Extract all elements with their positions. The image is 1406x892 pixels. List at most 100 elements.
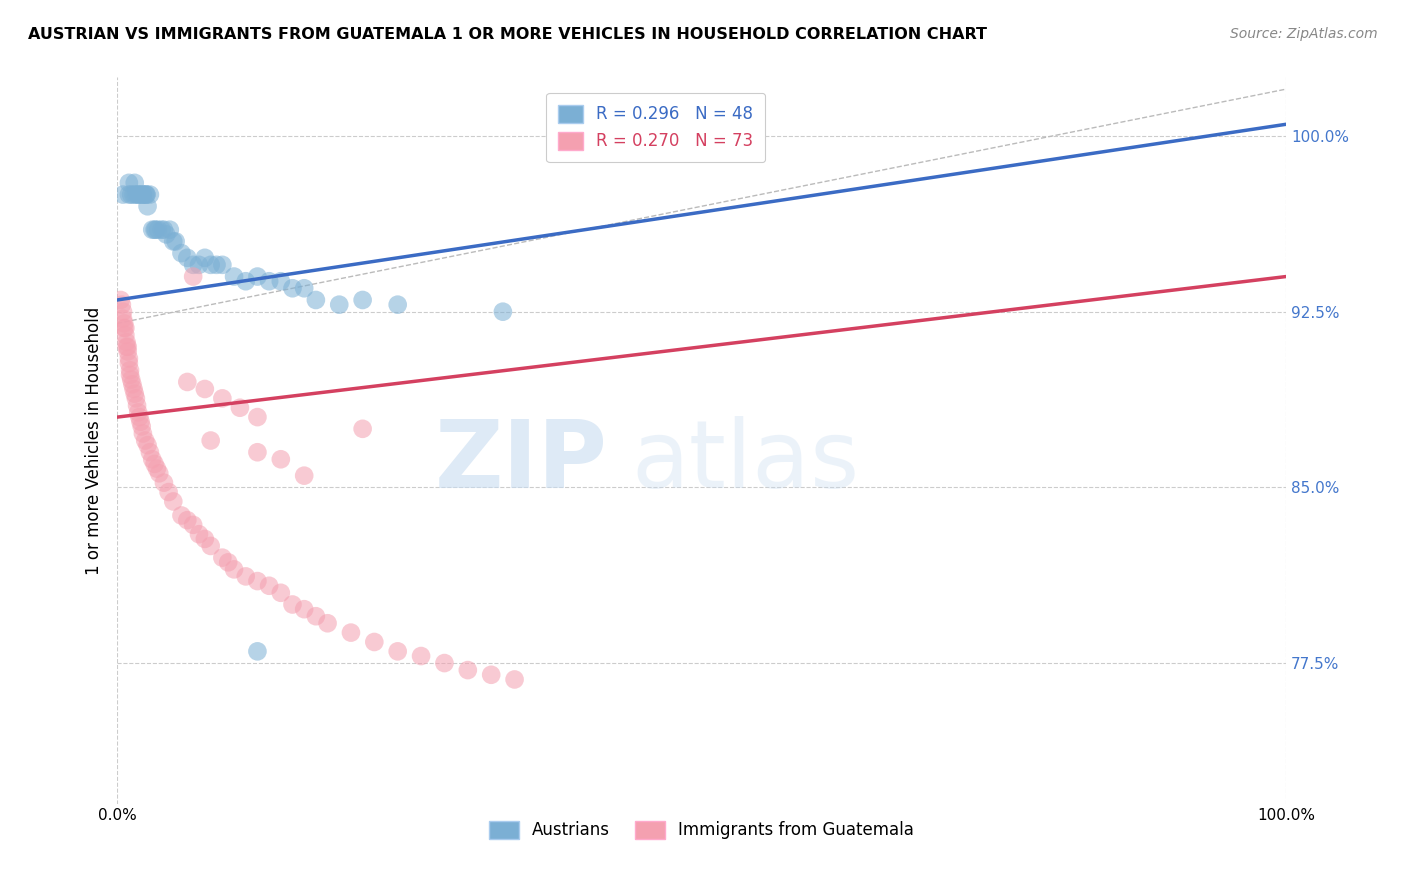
Point xyxy=(194,382,217,396)
Point xyxy=(129,187,152,202)
Point xyxy=(387,644,409,658)
Point xyxy=(176,375,198,389)
Point xyxy=(457,663,479,677)
Point xyxy=(200,434,222,448)
Point xyxy=(122,187,145,202)
Point xyxy=(157,485,180,500)
Point xyxy=(328,298,350,312)
Point xyxy=(148,467,170,481)
Point xyxy=(146,223,169,237)
Point xyxy=(270,452,292,467)
Point xyxy=(127,187,149,202)
Point xyxy=(145,223,167,237)
Point xyxy=(211,392,233,406)
Point xyxy=(281,598,304,612)
Point xyxy=(136,438,159,452)
Point xyxy=(112,304,135,318)
Point xyxy=(124,176,146,190)
Point xyxy=(153,475,176,490)
Point xyxy=(165,235,187,249)
Point xyxy=(281,281,304,295)
Point xyxy=(131,419,153,434)
Point xyxy=(141,452,163,467)
Text: ZIP: ZIP xyxy=(436,417,607,508)
Point xyxy=(292,468,315,483)
Point xyxy=(117,344,139,359)
Point xyxy=(181,269,204,284)
Point xyxy=(115,340,138,354)
Point xyxy=(118,351,141,366)
Point xyxy=(111,298,134,312)
Point xyxy=(176,513,198,527)
Point xyxy=(492,304,515,318)
Point xyxy=(122,382,145,396)
Point xyxy=(155,227,177,242)
Point xyxy=(292,281,315,295)
Point xyxy=(211,258,233,272)
Point xyxy=(229,401,252,415)
Point xyxy=(217,555,239,569)
Point xyxy=(200,258,222,272)
Point xyxy=(143,223,166,237)
Point xyxy=(235,274,257,288)
Point xyxy=(112,187,135,202)
Point xyxy=(120,373,142,387)
Point xyxy=(118,176,141,190)
Point xyxy=(170,246,193,260)
Point xyxy=(363,635,385,649)
Point xyxy=(124,386,146,401)
Legend: R = 0.296   N = 48, R = 0.270   N = 73: R = 0.296 N = 48, R = 0.270 N = 73 xyxy=(547,93,765,162)
Point xyxy=(200,539,222,553)
Point xyxy=(162,235,184,249)
Point xyxy=(387,298,409,312)
Point xyxy=(246,269,269,284)
Point xyxy=(128,410,150,425)
Point xyxy=(235,569,257,583)
Point xyxy=(352,422,374,436)
Text: atlas: atlas xyxy=(631,417,859,508)
Point xyxy=(115,335,138,350)
Point xyxy=(409,648,432,663)
Point xyxy=(146,461,169,475)
Text: AUSTRIAN VS IMMIGRANTS FROM GUATEMALA 1 OR MORE VEHICLES IN HOUSEHOLD CORRELATIO: AUSTRIAN VS IMMIGRANTS FROM GUATEMALA 1 … xyxy=(28,27,987,42)
Point xyxy=(352,293,374,307)
Point xyxy=(211,550,233,565)
Point xyxy=(139,445,162,459)
Point xyxy=(246,644,269,658)
Point xyxy=(292,602,315,616)
Point xyxy=(305,609,328,624)
Point xyxy=(134,434,156,448)
Point xyxy=(433,656,456,670)
Point xyxy=(112,311,135,326)
Point xyxy=(246,574,269,588)
Point xyxy=(141,223,163,237)
Point xyxy=(188,527,211,541)
Point xyxy=(316,616,339,631)
Point xyxy=(257,579,280,593)
Point xyxy=(117,340,139,354)
Point xyxy=(114,328,136,343)
Point xyxy=(270,274,292,288)
Point xyxy=(246,410,269,425)
Point xyxy=(135,187,157,202)
Point xyxy=(114,321,136,335)
Point xyxy=(127,187,149,202)
Point xyxy=(246,445,269,459)
Point xyxy=(118,368,141,382)
Point xyxy=(125,187,148,202)
Point xyxy=(205,258,228,272)
Point xyxy=(118,187,141,202)
Point xyxy=(110,293,132,307)
Point xyxy=(222,562,245,576)
Text: Source: ZipAtlas.com: Source: ZipAtlas.com xyxy=(1230,27,1378,41)
Point xyxy=(270,586,292,600)
Point xyxy=(125,392,148,406)
Y-axis label: 1 or more Vehicles in Household: 1 or more Vehicles in Household xyxy=(86,307,103,574)
Point xyxy=(170,508,193,523)
Point xyxy=(121,377,143,392)
Point xyxy=(118,356,141,370)
Point xyxy=(125,398,148,412)
Point xyxy=(112,317,135,331)
Point xyxy=(159,223,181,237)
Point xyxy=(139,187,162,202)
